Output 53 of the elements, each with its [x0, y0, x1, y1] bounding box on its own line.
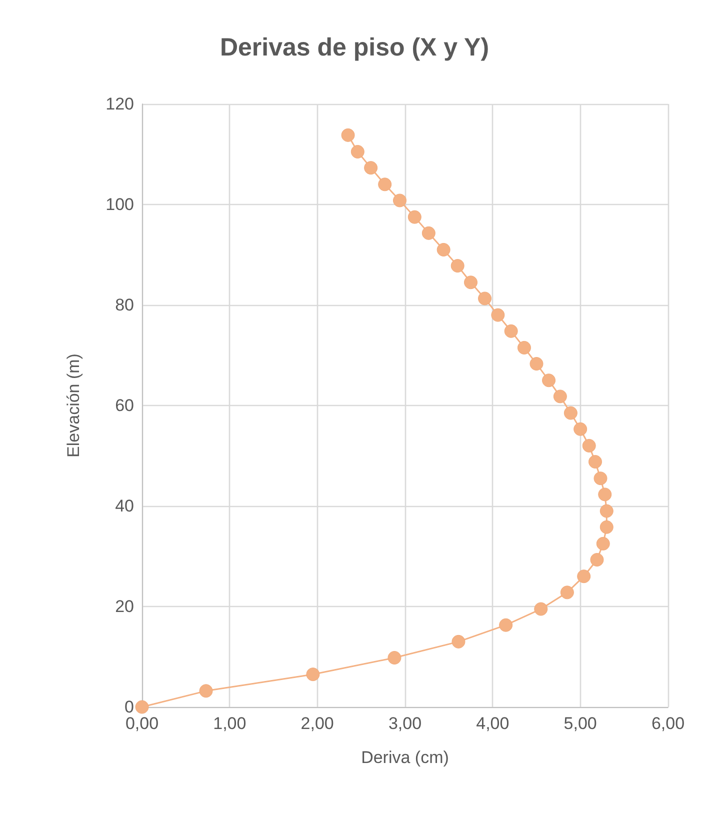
x-axis-title: Deriva (cm)	[361, 748, 449, 767]
x-tick-label: 5,00	[564, 714, 597, 733]
point	[530, 357, 544, 371]
point	[577, 570, 591, 584]
chart-title: Derivas de piso (X y Y)	[220, 34, 490, 62]
point	[450, 259, 464, 273]
point	[491, 308, 505, 322]
point	[306, 668, 320, 682]
y-tick-label: 80	[115, 296, 134, 314]
point	[135, 700, 149, 714]
point	[594, 472, 608, 486]
point	[436, 242, 450, 256]
y-tick-label: 40	[115, 496, 134, 516]
point	[364, 161, 378, 175]
y-tick-label: 120	[106, 94, 134, 114]
y-tick-label: 0	[124, 698, 134, 716]
y-axis-title: Elevación (m)	[64, 354, 83, 458]
point	[517, 340, 531, 354]
point	[560, 586, 574, 600]
y-tick-label: 100	[106, 195, 134, 214]
point	[542, 374, 556, 388]
point	[199, 684, 213, 698]
point	[504, 324, 518, 338]
point	[590, 553, 604, 567]
point	[600, 520, 614, 534]
point	[378, 178, 392, 192]
point	[588, 455, 602, 469]
y-tick-label: 20	[115, 597, 134, 616]
point	[534, 602, 548, 616]
x-tick-label: 0,00	[125, 714, 159, 733]
point	[499, 618, 513, 632]
point	[388, 651, 402, 664]
x-tick-label: 4,00	[476, 714, 510, 733]
point	[408, 210, 422, 224]
point	[598, 488, 612, 502]
point	[422, 226, 436, 240]
point	[350, 144, 364, 158]
point	[574, 422, 588, 436]
x-tick-label: 3,00	[388, 714, 422, 733]
point	[464, 276, 478, 290]
point	[596, 536, 610, 550]
y-tick-label: 60	[115, 396, 134, 415]
point	[341, 128, 355, 142]
point	[582, 438, 596, 452]
x-tick-label: 2,00	[300, 714, 334, 733]
x-tick-label: 6,00	[651, 714, 685, 733]
point	[600, 504, 614, 518]
point	[478, 292, 492, 306]
point	[393, 194, 406, 208]
x-tick-label: 1,00	[213, 714, 246, 733]
point	[452, 634, 466, 648]
point	[553, 390, 567, 404]
point	[564, 406, 578, 420]
